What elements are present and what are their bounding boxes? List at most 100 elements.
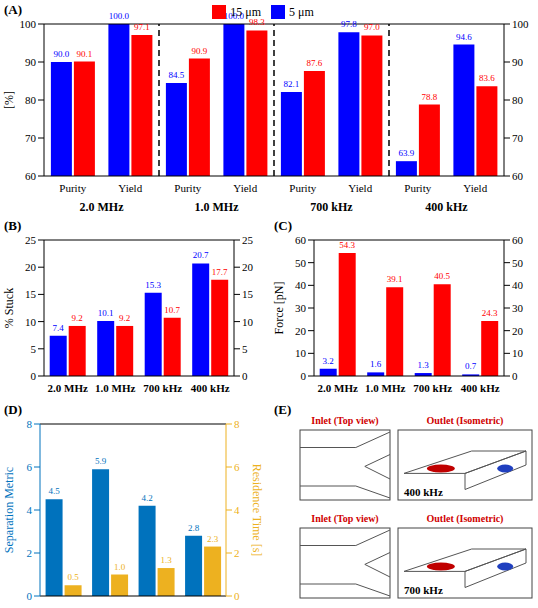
svg-text:7.4: 7.4 xyxy=(53,323,65,333)
svg-text:90.9: 90.9 xyxy=(192,46,208,56)
svg-text:400 kHz: 400 kHz xyxy=(425,200,468,214)
svg-text:15.3: 15.3 xyxy=(145,280,161,290)
svg-text:10.1: 10.1 xyxy=(98,308,114,318)
svg-text:54.3: 54.3 xyxy=(339,240,355,250)
svg-text:60: 60 xyxy=(512,234,524,246)
svg-text:40.5: 40.5 xyxy=(434,271,450,281)
svg-text:1.0 MHz: 1.0 MHz xyxy=(195,200,240,214)
svg-text:Residence Time [s]: Residence Time [s] xyxy=(250,464,264,557)
svg-text:40: 40 xyxy=(295,279,307,291)
svg-text:25: 25 xyxy=(25,234,37,246)
svg-text:10: 10 xyxy=(25,316,37,328)
svg-text:Force [pN]: Force [pN] xyxy=(272,282,286,335)
svg-text:0: 0 xyxy=(234,590,240,602)
svg-text:700 kHz: 700 kHz xyxy=(310,200,353,214)
svg-text:Purity: Purity xyxy=(404,182,431,194)
svg-text:Inlet (Top view): Inlet (Top view) xyxy=(311,513,378,525)
svg-text:90: 90 xyxy=(25,56,37,68)
svg-text:Yield: Yield xyxy=(348,182,372,194)
svg-text:Yield: Yield xyxy=(463,182,487,194)
svg-text:50: 50 xyxy=(512,257,524,269)
svg-text:17.7: 17.7 xyxy=(212,267,228,277)
svg-text:10: 10 xyxy=(242,316,254,328)
svg-text:20: 20 xyxy=(242,261,254,273)
svg-text:2: 2 xyxy=(234,547,240,559)
svg-text:70: 70 xyxy=(25,132,37,144)
svg-text:1.0: 1.0 xyxy=(114,562,126,572)
svg-text:4: 4 xyxy=(234,504,240,516)
svg-text:8: 8 xyxy=(27,418,33,430)
svg-text:Inlet (Top view): Inlet (Top view) xyxy=(311,415,378,427)
svg-text:90.0: 90.0 xyxy=(54,49,70,59)
svg-text:50: 50 xyxy=(295,257,307,269)
svg-text:Outlet (Isometric): Outlet (Isometric) xyxy=(427,415,504,427)
svg-text:0: 0 xyxy=(27,590,33,602)
svg-text:0: 0 xyxy=(512,370,518,382)
svg-text:4.5: 4.5 xyxy=(48,486,60,496)
svg-text:400 kHz: 400 kHz xyxy=(191,382,230,394)
svg-text:84.5: 84.5 xyxy=(169,70,185,80)
svg-text:6: 6 xyxy=(234,461,240,473)
svg-text:10: 10 xyxy=(512,347,524,359)
svg-text:78.8: 78.8 xyxy=(422,92,438,102)
svg-text:Purity: Purity xyxy=(289,182,316,194)
svg-text:5: 5 xyxy=(31,343,37,355)
svg-text:1.0 MHz: 1.0 MHz xyxy=(365,382,405,394)
svg-text:Yield: Yield xyxy=(118,182,142,194)
svg-text:1.0 MHz: 1.0 MHz xyxy=(95,382,135,394)
svg-text:0.7: 0.7 xyxy=(465,361,477,371)
svg-text:40: 40 xyxy=(512,279,524,291)
svg-text:25: 25 xyxy=(242,234,254,246)
svg-text:94.6: 94.6 xyxy=(456,32,472,42)
svg-text:2.3: 2.3 xyxy=(207,534,219,544)
svg-text:2: 2 xyxy=(27,547,33,559)
svg-text:Yield: Yield xyxy=(233,182,257,194)
svg-text:97.1: 97.1 xyxy=(134,22,150,32)
svg-text:100: 100 xyxy=(512,18,529,30)
svg-text:80: 80 xyxy=(25,94,37,106)
svg-text:3.2: 3.2 xyxy=(323,356,334,366)
svg-text:5: 5 xyxy=(242,343,248,355)
svg-text:1.3: 1.3 xyxy=(418,360,430,370)
svg-text:100.0: 100.0 xyxy=(109,11,130,21)
svg-text:60: 60 xyxy=(512,170,524,182)
svg-text:4.2: 4.2 xyxy=(141,493,152,503)
svg-text:2.0 MHz: 2.0 MHz xyxy=(318,382,358,394)
svg-text:% Stuck: % Stuck xyxy=(2,288,16,328)
svg-text:[%]: [%] xyxy=(2,91,16,109)
svg-text:10: 10 xyxy=(295,347,307,359)
svg-text:Separation Metric: Separation Metric xyxy=(2,467,16,553)
svg-text:39.1: 39.1 xyxy=(387,274,403,284)
svg-text:90.1: 90.1 xyxy=(77,49,93,59)
svg-text:20: 20 xyxy=(512,325,524,337)
svg-text:98.3: 98.3 xyxy=(249,17,265,27)
svg-text:700 kHz: 700 kHz xyxy=(143,382,182,394)
svg-text:9.2: 9.2 xyxy=(119,313,130,323)
svg-text:1.6: 1.6 xyxy=(370,359,382,369)
svg-text:90: 90 xyxy=(512,56,524,68)
svg-text:9.2: 9.2 xyxy=(72,313,83,323)
svg-text:2.0 MHz: 2.0 MHz xyxy=(48,382,88,394)
svg-text:20.7: 20.7 xyxy=(193,250,209,260)
svg-text:100: 100 xyxy=(20,18,37,30)
svg-text:30: 30 xyxy=(295,302,307,314)
svg-text:0: 0 xyxy=(242,370,248,382)
svg-text:15: 15 xyxy=(25,288,37,300)
svg-text:87.6: 87.6 xyxy=(307,58,323,68)
svg-text:Purity: Purity xyxy=(174,182,201,194)
svg-text:100.0: 100.0 xyxy=(224,11,245,21)
svg-text:97.0: 97.0 xyxy=(364,22,380,32)
svg-text:82.1: 82.1 xyxy=(284,79,300,89)
svg-text:8: 8 xyxy=(234,418,240,430)
svg-text:0: 0 xyxy=(301,370,307,382)
svg-text:400 kHz: 400 kHz xyxy=(404,486,443,498)
svg-text:Outlet (Isometric): Outlet (Isometric) xyxy=(427,513,504,525)
svg-text:Purity: Purity xyxy=(59,182,86,194)
svg-text:2.0 MHz: 2.0 MHz xyxy=(80,200,125,214)
svg-text:2.8: 2.8 xyxy=(188,523,200,533)
svg-text:70: 70 xyxy=(512,132,524,144)
svg-text:60: 60 xyxy=(25,170,37,182)
svg-text:0: 0 xyxy=(31,370,37,382)
svg-text:20: 20 xyxy=(25,261,37,273)
svg-text:6: 6 xyxy=(27,461,33,473)
